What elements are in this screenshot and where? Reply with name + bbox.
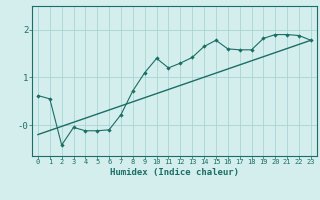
X-axis label: Humidex (Indice chaleur): Humidex (Indice chaleur)	[110, 168, 239, 177]
